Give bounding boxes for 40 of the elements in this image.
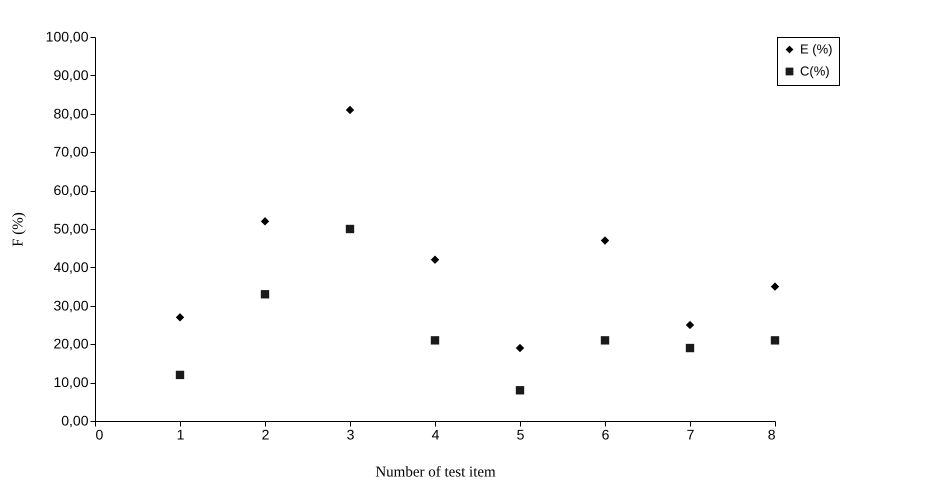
y-tick-label: 0,00 [61, 412, 89, 428]
point [346, 224, 354, 234]
x-tick-label: 7 [686, 426, 695, 442]
point [176, 370, 184, 380]
point [260, 290, 270, 298]
y-tick-label: 10,00 [53, 374, 89, 390]
point [770, 336, 780, 345]
y-tick-label: 70,00 [53, 144, 89, 160]
point [430, 256, 440, 264]
y-tick-label: 100,00 [46, 28, 89, 44]
x-tick-label: 5 [516, 426, 525, 442]
x-tick-label: 1 [176, 426, 185, 442]
y-tick-label: 30,00 [53, 297, 89, 314]
point [516, 386, 524, 394]
x-tick-label: 4 [432, 426, 440, 442]
y-tick-label: 80,00 [53, 105, 89, 122]
x-tick-label: 2 [262, 426, 270, 442]
point [430, 336, 440, 345]
y-tick-label: 90,00 [53, 66, 89, 83]
y-tick-label: 50,00 [53, 220, 89, 236]
point [686, 344, 694, 352]
point [686, 320, 694, 330]
x-axis-title: Number of test item [375, 464, 496, 480]
x-tick-label: 8 [768, 426, 776, 442]
y-axis-title: F (%) [10, 212, 27, 247]
point [346, 106, 354, 114]
y-tick-label: 40,00 [53, 258, 89, 275]
x-tick-label: 0 [96, 426, 104, 442]
x-tick-label: 6 [602, 426, 610, 442]
point [516, 344, 524, 352]
point [176, 313, 184, 322]
legend-label: E (%) [800, 42, 832, 56]
point [260, 217, 270, 226]
x-tick-label: 3 [346, 426, 355, 442]
point [600, 336, 610, 345]
y-tick-label: 60,00 [53, 182, 89, 198]
y-tick-label: 20,00 [53, 336, 89, 352]
point [600, 236, 610, 245]
point [770, 282, 780, 291]
legend-label: C(%) [800, 64, 830, 78]
